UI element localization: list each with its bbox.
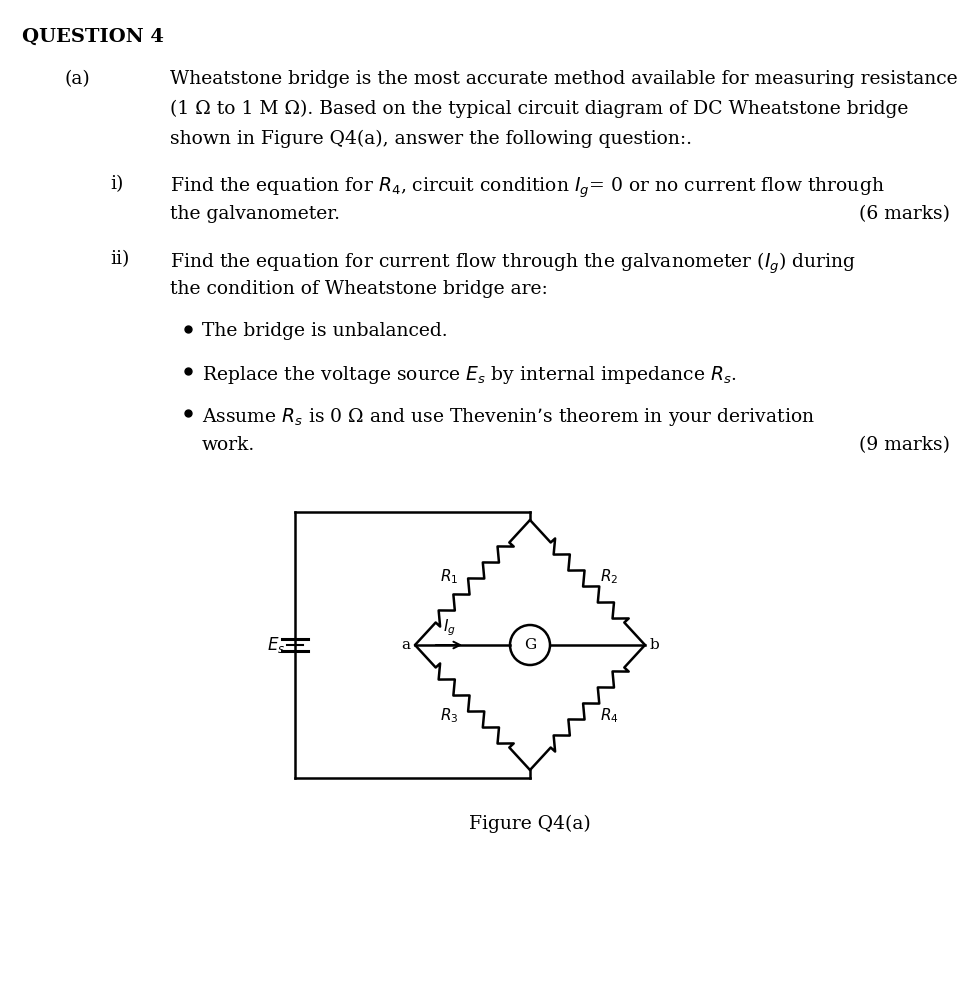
Text: (6 marks): (6 marks) bbox=[859, 205, 950, 223]
Text: $E_s$: $E_s$ bbox=[267, 635, 285, 655]
Text: i): i) bbox=[110, 175, 123, 193]
Text: QUESTION 4: QUESTION 4 bbox=[22, 28, 164, 46]
Text: (1 Ω to 1 M Ω). Based on the typical circuit diagram of DC Wheatstone bridge: (1 Ω to 1 M Ω). Based on the typical cir… bbox=[170, 100, 908, 118]
Text: ii): ii) bbox=[110, 250, 129, 268]
Text: Find the equation for $R_4$, circuit condition $I_g$= 0 or no current flow throu: Find the equation for $R_4$, circuit con… bbox=[170, 175, 885, 200]
Text: $R_4$: $R_4$ bbox=[600, 706, 618, 725]
Text: a: a bbox=[401, 638, 410, 652]
Text: the condition of Wheatstone bridge are:: the condition of Wheatstone bridge are: bbox=[170, 280, 548, 298]
Text: Figure Q4(a): Figure Q4(a) bbox=[469, 815, 591, 833]
Text: shown in Figure Q4(a), answer the following question:.: shown in Figure Q4(a), answer the follow… bbox=[170, 130, 692, 148]
Text: Assume $R_s$ is 0 Ω and use Thevenin’s theorem in your derivation: Assume $R_s$ is 0 Ω and use Thevenin’s t… bbox=[202, 406, 815, 428]
Text: (a): (a) bbox=[64, 70, 90, 88]
Text: G: G bbox=[524, 638, 536, 652]
Text: b: b bbox=[650, 638, 660, 652]
Text: (9 marks): (9 marks) bbox=[859, 436, 950, 454]
Text: work.: work. bbox=[202, 436, 255, 454]
Text: $R_2$: $R_2$ bbox=[600, 567, 617, 586]
Text: $R_3$: $R_3$ bbox=[440, 706, 459, 725]
Text: the galvanometer.: the galvanometer. bbox=[170, 205, 340, 223]
Text: Wheatstone bridge is the most accurate method available for measuring resistance: Wheatstone bridge is the most accurate m… bbox=[170, 70, 957, 88]
Text: $I_g$: $I_g$ bbox=[443, 617, 456, 638]
Text: The bridge is unbalanced.: The bridge is unbalanced. bbox=[202, 322, 448, 340]
Text: Find the equation for current flow through the galvanometer ($I_g$) during: Find the equation for current flow throu… bbox=[170, 250, 857, 275]
Text: $R_1$: $R_1$ bbox=[440, 567, 459, 586]
Text: Replace the voltage source $E_s$ by internal impedance $R_s$.: Replace the voltage source $E_s$ by inte… bbox=[202, 364, 737, 386]
